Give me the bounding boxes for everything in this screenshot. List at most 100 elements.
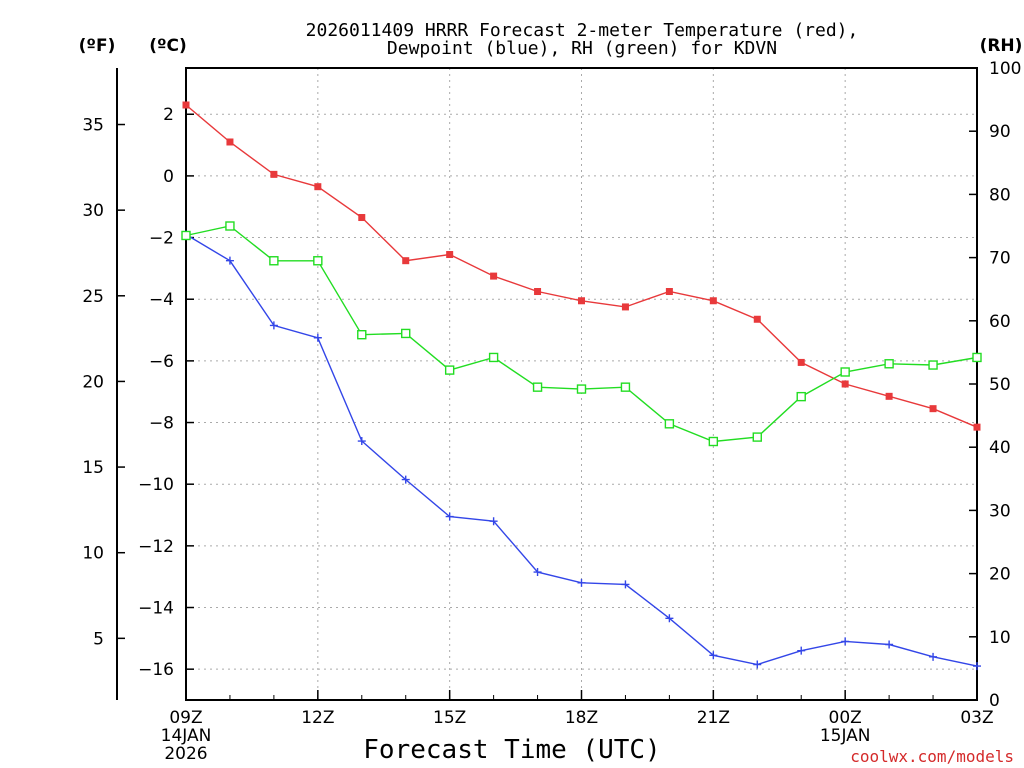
relative-humidity-point [401,328,411,339]
rh-tick-label: 100 [989,59,1021,79]
dewpoint-point [841,637,850,646]
fahrenheit-tick-label: 15 [82,458,104,478]
x-tick-label: 03Z [960,708,993,728]
temperature-point [578,297,585,305]
x-tick-label: 15Z [433,708,466,728]
celsius-tick-label: 2 [163,105,174,125]
celsius-tick-label: −2 [149,229,174,249]
relative-humidity-point [664,419,675,429]
temperature-point [841,380,849,388]
dewpoint-point [929,652,938,661]
relative-humidity-point [972,352,982,363]
temperature-point [402,257,410,265]
fahrenheit-tick-label: 35 [82,116,104,136]
chart-title-line2: Dewpoint (blue), RH (green) for KDVN [387,38,777,59]
x-tick-date-label: 15JAN [820,726,871,746]
celsius-tick-label: −4 [149,290,174,310]
temperature-point [446,251,454,259]
rh-tick-label: 90 [989,122,1011,142]
rh-tick-label: 20 [989,565,1011,585]
fahrenheit-tick-label: 25 [82,287,104,307]
fahrenheit-tick-label: 30 [82,201,104,221]
temperature-point [314,183,322,191]
temperature-point [358,214,366,222]
temperature-point [226,138,234,146]
dewpoint-point [577,578,586,587]
temperature-point [665,288,673,296]
temperature-point [709,297,717,305]
dewpoint-point [225,256,234,265]
temperature-point [534,288,542,296]
dewpoint-point [357,437,366,446]
dewpoint-point [401,475,410,484]
celsius-tick-label: −8 [149,414,174,434]
temperature-point [929,405,937,413]
rh-tick-label: 50 [989,375,1011,395]
relative-humidity-point [313,256,323,266]
relative-humidity-point [928,360,938,370]
celsius-tick-label: −12 [138,537,174,557]
temperature-point [753,315,761,323]
relative-humidity-point [225,221,235,231]
relative-humidity-point [796,391,806,402]
celsius-tick-label: −14 [138,599,174,619]
relative-humidity-point [576,384,587,394]
relative-humidity-point [620,382,631,392]
axes: 20−2−4−6−8−10−12−14−16353025201510501020… [82,59,1021,764]
celsius-tick-label: −6 [149,352,174,372]
dewpoint-point [665,614,674,623]
relative-humidity-point [181,230,191,241]
dewpoint-point [269,321,278,330]
temperature-point [270,170,278,178]
rh-tick-label: 30 [989,501,1011,521]
fahrenheit-unit-label: (ºF) [79,36,116,56]
dewpoint-point [885,640,894,649]
dewpoint-point [313,333,322,342]
fahrenheit-tick-label: 5 [93,629,104,649]
relative-humidity-point [269,256,279,266]
relative-humidity-point [488,352,499,363]
x-tick-label: 18Z [565,708,598,728]
rh-tick-label: 10 [989,628,1011,648]
temperature-point [621,303,629,311]
fahrenheit-tick-label: 20 [82,372,104,392]
data-series [181,101,982,671]
relative-humidity-point [752,432,762,442]
temperature-point [973,423,981,431]
temperature-point [182,101,190,109]
x-tick-label: 21Z [697,708,730,728]
rh-unit-label: (RH) [980,36,1023,56]
rh-tick-label: 0 [989,691,1000,711]
rh-tick-label: 70 [989,249,1011,269]
x-tick-year-label: 2026 [164,744,207,764]
dewpoint-point [709,651,718,660]
relative-humidity-point [444,365,455,375]
temperature-point [885,392,893,400]
rh-tick-label: 40 [989,438,1011,458]
x-tick-label: 09Z [169,708,202,728]
dewpoint-point [489,517,498,526]
chart-title-line1: 2026011409 HRRR Forecast 2-meter Tempera… [306,20,859,41]
relative-humidity-point [532,382,543,392]
relative-humidity-point [357,330,367,340]
relative-humidity-point [840,367,850,377]
rh-tick-label: 60 [989,312,1011,332]
gridlines [186,68,977,700]
x-tick-date-label: 14JAN [161,726,212,746]
dewpoint-point [973,662,981,671]
fahrenheit-tick-label: 10 [82,544,104,564]
x-axis-title: Forecast Time (UTC) [363,735,660,765]
plot-frame [185,67,978,701]
relative-humidity-point [708,436,719,447]
relative-humidity-point [884,359,894,369]
celsius-tick-label: 0 [163,167,174,187]
rh-tick-label: 80 [989,185,1011,205]
dewpoint-point [753,660,762,669]
temperature-point [797,358,805,366]
celsius-tick-label: −10 [138,475,174,495]
temperature-point [490,272,498,280]
credit-text: coolwx.com/models [850,747,1014,766]
x-tick-label: 00Z [829,708,862,728]
dewpoint-point [797,646,806,655]
dewpoint-point [621,580,630,589]
